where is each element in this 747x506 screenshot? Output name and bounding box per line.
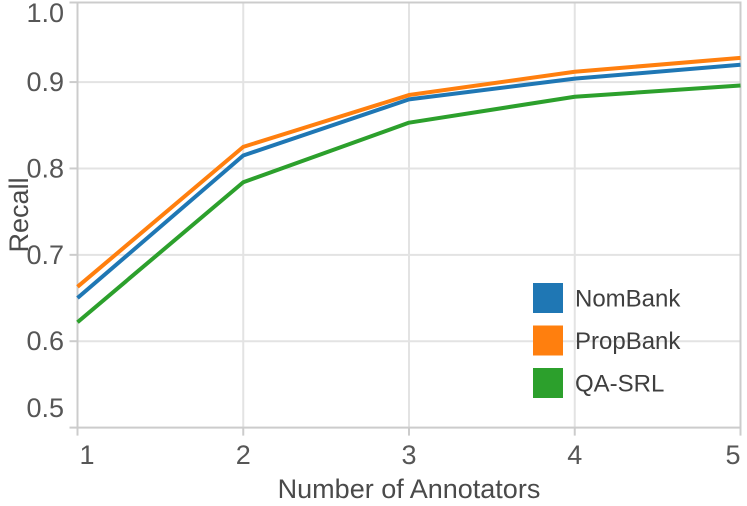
legend-swatch-propbank [533,325,563,356]
y-tick-label: 0.8 [26,153,64,183]
legend-label-propbank: PropBank [575,328,681,355]
legend-item-qa-srl: QA-SRL [533,368,664,398]
series-line-propbank [76,55,741,289]
series-layer [76,55,741,324]
x-tick-label: 3 [401,440,416,470]
legend-label-nombank: NomBank [575,286,681,313]
x-tick-label: 5 [725,440,740,470]
x-tick-label: 2 [236,440,251,470]
x-tick-label: 1 [79,440,94,470]
legend-label-qa-srl: QA-SRL [575,371,664,398]
x-axis-title: Number of Annotators [278,474,541,504]
legend-swatch-nombank [533,283,563,313]
legend-swatch-qa-srl [533,368,563,398]
y-tick-label: 0.6 [26,326,64,356]
legend: NomBank PropBank QA-SRL [533,283,681,398]
y-tick-label: 0.5 [26,393,64,423]
x-tick-label: 4 [567,440,582,470]
legend-item-propbank: PropBank [533,325,681,356]
legend-item-nombank: NomBank [533,283,681,313]
tick-layer: 1.0 0.9 0.8 0.7 0.6 0.5 1 2 3 4 5 [26,0,742,470]
y-axis-title: Recall [4,177,34,252]
series-line-qa-srl [76,83,741,324]
y-tick-label: 1.0 [26,0,64,28]
series-line-nombank [76,62,741,300]
y-tick-label: 0.7 [26,240,64,270]
y-tick-label: 0.9 [26,67,64,97]
